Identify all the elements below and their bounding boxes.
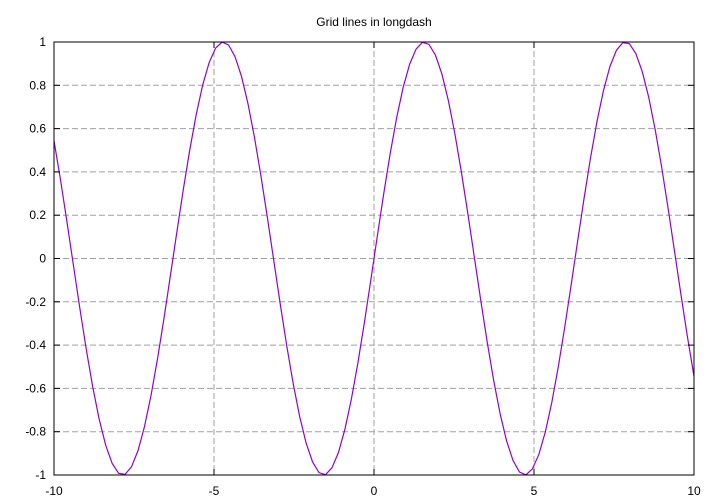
series-line-sin xyxy=(53,41,695,476)
y-tick-label: -0.8 xyxy=(25,425,46,439)
chart-title: Grid lines in longdash xyxy=(316,15,431,29)
y-tick-label: -0.2 xyxy=(25,295,46,309)
grid xyxy=(54,42,694,475)
y-tick-label: 1 xyxy=(39,35,46,49)
x-tick-label: 0 xyxy=(371,484,378,498)
tick-labels: -10 -5 0 5 10 -1 -0.8 -0.6 -0.4 -0.2 0 0.2 0.4 0.6 0.8… xyxy=(25,35,701,498)
ticks xyxy=(53,41,695,476)
y-tick-label: 0.8 xyxy=(29,78,46,92)
x-tick-label: 10 xyxy=(687,484,701,498)
y-tick-label: 0 xyxy=(39,252,46,266)
y-tick-label: 0.4 xyxy=(29,165,46,179)
x-tick-label: 5 xyxy=(531,484,538,498)
y-tick-label: -0.6 xyxy=(25,381,46,395)
y-tick-label: -1 xyxy=(35,468,46,482)
y-tick-label: 0.6 xyxy=(29,122,46,136)
series xyxy=(53,41,695,476)
y-tick-label: -0.4 xyxy=(25,338,46,352)
y-tick-label: 0.2 xyxy=(29,208,46,222)
x-tick-label: -5 xyxy=(209,484,220,498)
x-tick-label: -10 xyxy=(45,484,63,498)
